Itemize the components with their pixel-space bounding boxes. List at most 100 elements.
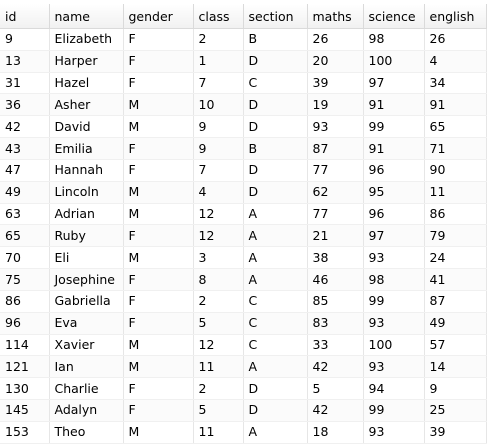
cell-science[interactable]: 93: [363, 312, 425, 335]
cell-science[interactable]: 100: [363, 50, 425, 73]
cell-name[interactable]: Adalyn: [49, 399, 124, 422]
cell-name[interactable]: David: [49, 115, 124, 139]
table-row[interactable]: 31 Hazel F 7 C 39 97 34: [0, 72, 487, 95]
cell-gender[interactable]: M: [123, 246, 194, 270]
cell-class[interactable]: 11: [193, 421, 244, 444]
column-header-gender[interactable]: gender: [123, 4, 194, 29]
cell-class[interactable]: 7: [193, 72, 244, 95]
cell-maths[interactable]: 42: [307, 399, 364, 422]
cell-science[interactable]: 95: [363, 181, 425, 204]
cell-gender[interactable]: M: [123, 203, 194, 226]
cell-gender[interactable]: F: [123, 312, 194, 335]
table-row[interactable]: 63 Adrian M 12 A 77 96 86: [0, 203, 487, 226]
cell-section[interactable]: B: [243, 28, 308, 51]
cell-english[interactable]: 39: [424, 421, 487, 444]
cell-english[interactable]: 34: [424, 72, 487, 95]
cell-id[interactable]: 13: [0, 50, 50, 73]
cell-id[interactable]: 130: [0, 377, 50, 401]
cell-english[interactable]: 57: [424, 334, 487, 357]
cell-name[interactable]: Eli: [49, 246, 124, 270]
cell-class[interactable]: 12: [193, 334, 244, 357]
cell-id[interactable]: 70: [0, 246, 50, 270]
cell-maths[interactable]: 93: [307, 115, 364, 139]
cell-maths[interactable]: 83: [307, 312, 364, 335]
cell-section[interactable]: D: [243, 399, 308, 422]
cell-section[interactable]: D: [243, 115, 308, 139]
cell-maths[interactable]: 39: [307, 72, 364, 95]
cell-section[interactable]: D: [243, 181, 308, 204]
cell-class[interactable]: 5: [193, 312, 244, 335]
cell-section[interactable]: D: [243, 159, 308, 182]
cell-name[interactable]: Josephine: [49, 268, 124, 291]
cell-class[interactable]: 8: [193, 268, 244, 291]
cell-maths[interactable]: 18: [307, 421, 364, 444]
cell-maths[interactable]: 33: [307, 334, 364, 357]
cell-maths[interactable]: 21: [307, 224, 364, 248]
cell-gender[interactable]: M: [123, 355, 194, 379]
table-row[interactable]: 96 Eva F 5 C 83 93 49: [0, 312, 487, 335]
cell-gender[interactable]: F: [123, 28, 194, 51]
cell-english[interactable]: 4: [424, 50, 487, 73]
cell-science[interactable]: 97: [363, 224, 425, 248]
cell-science[interactable]: 100: [363, 334, 425, 357]
cell-science[interactable]: 91: [363, 93, 425, 117]
cell-class[interactable]: 7: [193, 159, 244, 182]
cell-english[interactable]: 71: [424, 137, 487, 160]
cell-name[interactable]: Hazel: [49, 72, 124, 95]
cell-english[interactable]: 24: [424, 246, 487, 270]
cell-section[interactable]: D: [243, 50, 308, 73]
cell-class[interactable]: 11: [193, 355, 244, 379]
cell-name[interactable]: Lincoln: [49, 181, 124, 204]
cell-id[interactable]: 121: [0, 355, 50, 379]
cell-gender[interactable]: M: [123, 181, 194, 204]
cell-id[interactable]: 47: [0, 159, 50, 182]
cell-name[interactable]: Theo: [49, 421, 124, 444]
cell-id[interactable]: 42: [0, 115, 50, 139]
cell-gender[interactable]: F: [123, 224, 194, 248]
cell-name[interactable]: Hannah: [49, 159, 124, 182]
cell-science[interactable]: 98: [363, 28, 425, 51]
cell-class[interactable]: 5: [193, 399, 244, 422]
cell-name[interactable]: Harper: [49, 50, 124, 73]
table-row[interactable]: 49 Lincoln M 4 D 62 95 11: [0, 181, 487, 204]
cell-science[interactable]: 93: [363, 246, 425, 270]
cell-section[interactable]: C: [243, 334, 308, 357]
cell-maths[interactable]: 77: [307, 203, 364, 226]
cell-english[interactable]: 90: [424, 159, 487, 182]
table-row[interactable]: 86 Gabriella F 2 C 85 99 87: [0, 290, 487, 313]
cell-name[interactable]: Gabriella: [49, 290, 124, 313]
cell-science[interactable]: 99: [363, 290, 425, 313]
cell-english[interactable]: 9: [424, 377, 487, 401]
table-row[interactable]: 70 Eli M 3 A 38 93 24: [0, 246, 487, 270]
cell-id[interactable]: 36: [0, 93, 50, 117]
cell-gender[interactable]: M: [123, 115, 194, 139]
cell-section[interactable]: A: [243, 421, 308, 444]
cell-class[interactable]: 9: [193, 137, 244, 160]
cell-id[interactable]: 86: [0, 290, 50, 313]
column-header-class[interactable]: class: [193, 4, 244, 29]
cell-id[interactable]: 49: [0, 181, 50, 204]
cell-maths[interactable]: 87: [307, 137, 364, 160]
column-header-id[interactable]: id: [0, 4, 50, 29]
table-row[interactable]: 145 Adalyn F 5 D 42 99 25: [0, 399, 487, 422]
cell-gender[interactable]: F: [123, 72, 194, 95]
cell-name[interactable]: Adrian: [49, 203, 124, 226]
cell-id[interactable]: 75: [0, 268, 50, 291]
cell-english[interactable]: 14: [424, 355, 487, 379]
cell-english[interactable]: 26: [424, 28, 487, 51]
cell-english[interactable]: 25: [424, 399, 487, 422]
cell-science[interactable]: 99: [363, 115, 425, 139]
cell-science[interactable]: 98: [363, 268, 425, 291]
cell-section[interactable]: A: [243, 246, 308, 270]
cell-maths[interactable]: 5: [307, 377, 364, 401]
cell-gender[interactable]: F: [123, 137, 194, 160]
cell-id[interactable]: 96: [0, 312, 50, 335]
table-row[interactable]: 36 Asher M 10 D 19 91 91: [0, 93, 487, 117]
cell-section[interactable]: A: [243, 355, 308, 379]
cell-english[interactable]: 41: [424, 268, 487, 291]
cell-id[interactable]: 63: [0, 203, 50, 226]
cell-science[interactable]: 96: [363, 203, 425, 226]
column-header-maths[interactable]: maths: [307, 4, 364, 29]
table-row[interactable]: 153 Theo M 11 A 18 93 39: [0, 421, 487, 444]
